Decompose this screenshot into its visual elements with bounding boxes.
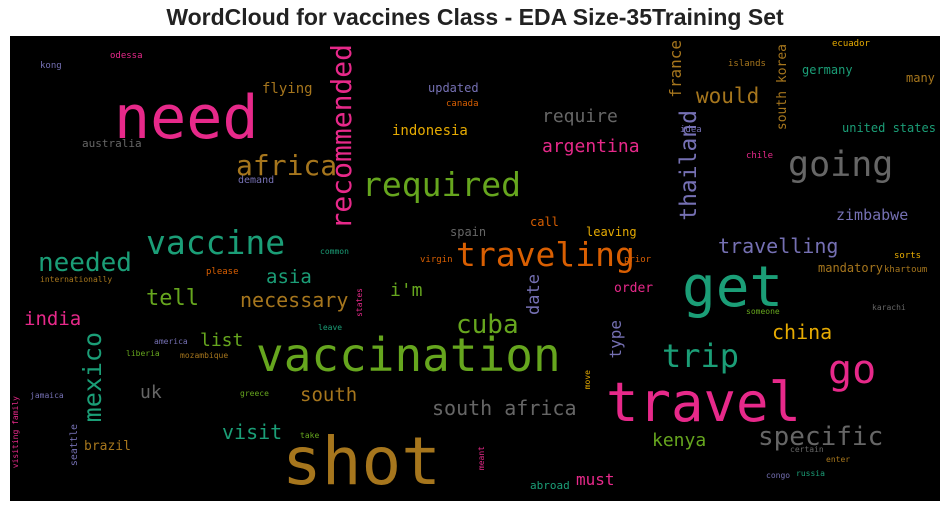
word-prior: prior [624, 255, 652, 265]
word-brazil: brazil [84, 439, 131, 454]
word-sorts: sorts [894, 251, 922, 261]
word-trip: trip [662, 337, 740, 375]
word-demand: demand [238, 175, 275, 186]
word-internationally: internationally [40, 275, 113, 284]
word-vaccine: vaccine [146, 223, 286, 262]
word-updated: updated [428, 81, 479, 95]
word-needed: needed [38, 248, 132, 278]
word-america: america [154, 337, 188, 346]
word-leaving: leaving [586, 225, 637, 239]
word-karachi: karachi [872, 303, 906, 312]
word-travelling: travelling [718, 234, 839, 258]
word-germany: germany [802, 63, 853, 77]
word-zimbabwe: zimbabwe [836, 206, 909, 224]
word-enter: enter [826, 455, 851, 464]
word-mandatory: mandatory [818, 261, 884, 275]
word-must: must [576, 470, 615, 489]
word-odessa: odessa [110, 51, 143, 61]
word-type: type [606, 320, 625, 359]
word-indonesia: indonesia [392, 123, 468, 139]
word-united-states: united states [842, 121, 936, 135]
word-need: need [114, 83, 259, 153]
word-mozambique: mozambique [180, 351, 229, 360]
word-leave: leave [318, 323, 343, 332]
word-im: i'm [390, 280, 423, 301]
word-required: required [362, 165, 521, 204]
word-certain: certain [790, 445, 824, 454]
word-take: take [300, 431, 320, 440]
word-states: states [355, 288, 364, 317]
word-someone: someone [746, 307, 780, 316]
word-chile: chile [746, 151, 774, 161]
word-khartoum: khartoum [884, 265, 928, 275]
word-mexico: mexico [78, 332, 107, 423]
word-canada: canada [446, 99, 479, 109]
word-islands: islands [728, 59, 766, 69]
word-cuba: cuba [456, 310, 519, 340]
word-vaccination: vaccination [256, 328, 561, 382]
word-idea: idea [680, 125, 702, 135]
word-visit: visit [222, 420, 283, 444]
word-congo: congo [766, 471, 791, 480]
word-france: france [666, 40, 685, 98]
word-meant: meant [477, 446, 486, 471]
word-necessary: necessary [240, 288, 349, 312]
word-south: south [300, 384, 358, 406]
word-greece: greece [240, 389, 269, 398]
word-tell: tell [146, 286, 199, 311]
word-common: common [320, 247, 349, 256]
word-date: date [524, 274, 544, 315]
word-go: go [828, 347, 877, 393]
word-jamaica: jamaica [30, 391, 64, 400]
word-africa: africa [236, 149, 338, 182]
word-abroad: abroad [530, 479, 570, 492]
word-kong: kong [40, 61, 62, 71]
word-please: please [206, 267, 239, 277]
word-flying: flying [262, 81, 313, 97]
word-india: india [24, 308, 82, 330]
word-traveling: traveling [456, 235, 635, 274]
word-ecuador: ecuador [832, 39, 870, 49]
chart-title: WordCloud for vaccines Class - EDA Size-… [166, 4, 784, 30]
word-order: order [614, 281, 654, 296]
word-asia: asia [266, 266, 312, 288]
word-get: get [682, 255, 784, 320]
word-virgin: virgin [420, 255, 453, 265]
word-argentina: argentina [542, 136, 640, 157]
word-spain: spain [450, 225, 487, 239]
word-shot: shot [282, 423, 441, 500]
word-russia: russia [796, 469, 825, 478]
word-call: call [530, 215, 559, 229]
word-require: require [542, 106, 618, 127]
word-visiting-family: visiting family [11, 396, 20, 469]
word-going: going [788, 145, 894, 185]
word-would: would [696, 84, 760, 108]
word-south-africa: south africa [432, 396, 577, 420]
word-uk: uk [140, 382, 162, 403]
word-cloud: need shot travel vaccination get go vacc… [10, 36, 940, 501]
word-specific: specific [758, 422, 884, 452]
word-list: list [200, 330, 244, 351]
word-recommended: recommended [325, 44, 358, 230]
word-kenya: kenya [652, 430, 707, 451]
word-many: many [906, 71, 935, 85]
word-move: move [583, 370, 592, 390]
word-seattle: seattle [69, 424, 80, 467]
word-travel: travel [606, 371, 802, 434]
word-china: china [772, 320, 833, 344]
word-south-korea: south korea [775, 44, 790, 131]
word-australia: australia [82, 137, 142, 150]
word-liberia: liberia [126, 349, 160, 358]
